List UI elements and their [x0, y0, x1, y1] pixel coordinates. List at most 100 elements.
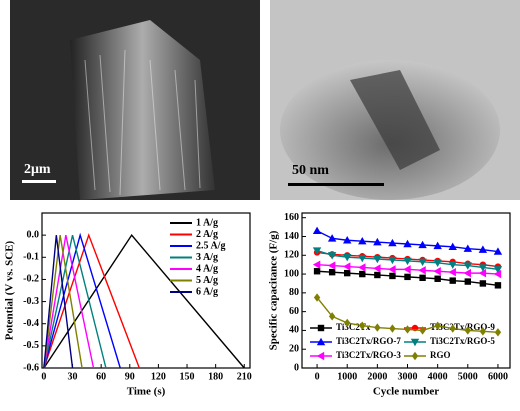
- marker: [419, 274, 426, 282]
- marker: [373, 255, 382, 264]
- legend-label: 2.5 A/g: [196, 240, 225, 251]
- legend-label: 3 A/g: [196, 252, 218, 263]
- marker: [389, 324, 396, 333]
- marker: [327, 252, 337, 260]
- legend-label: Ti3C2Tx: [336, 322, 371, 332]
- x-tick-label: 4000: [428, 371, 448, 382]
- marker: [344, 318, 351, 328]
- marker: [411, 351, 419, 361]
- series-line: [43, 234, 107, 369]
- y-tick-label: -0.3: [23, 296, 39, 307]
- marker: [418, 258, 427, 267]
- x-tick-label: 0: [315, 371, 320, 382]
- y-tick-label: 20: [289, 344, 299, 355]
- marker: [419, 326, 426, 335]
- marker: [418, 266, 426, 275]
- marker: [494, 282, 502, 289]
- series-line: [43, 233, 140, 369]
- legend-label: Ti3C2Tx/RGO-3: [336, 350, 401, 360]
- legend-label: 1 A/g: [196, 217, 218, 228]
- marker: [327, 234, 337, 242]
- tem-image: 50 nm: [270, 0, 520, 200]
- marker: [327, 261, 336, 270]
- y-tick-label: 0: [294, 362, 299, 373]
- x-tick-label: 5000: [458, 371, 478, 382]
- legend-label: Ti3C2Tx/RGO-5: [430, 336, 495, 346]
- x-axis-label: Cycle number: [373, 386, 439, 398]
- marker: [463, 268, 471, 278]
- scale-bar-label: 50 nm: [292, 163, 329, 178]
- x-axis-label: Time (s): [127, 386, 166, 398]
- marker: [493, 269, 502, 279]
- marker: [434, 321, 441, 330]
- marker: [316, 351, 325, 361]
- marker: [388, 238, 397, 247]
- marker: [359, 270, 366, 278]
- x-tick-label: 3000: [398, 371, 418, 382]
- legend-label: 4 A/g: [196, 263, 218, 274]
- y-tick-label: 40: [289, 325, 299, 336]
- legend-label: Ti3C2Tx/RGO-7: [336, 336, 401, 346]
- y-axis-label: Specific capacitance (F/g): [268, 230, 280, 350]
- marker: [463, 262, 472, 270]
- x-tick-label: 30: [68, 371, 78, 382]
- marker: [448, 242, 457, 251]
- marker: [493, 247, 503, 255]
- y-axis-label: Potential (V vs. SCE): [4, 240, 16, 340]
- x-tick-label: 150: [180, 371, 195, 382]
- marker: [410, 338, 420, 347]
- marker: [343, 262, 351, 271]
- marker: [343, 236, 352, 244]
- x-tick-label: 1000: [337, 371, 357, 382]
- marker: [316, 337, 326, 346]
- marker: [374, 323, 381, 332]
- y-tick-label: -0.6: [23, 362, 39, 373]
- y-tick-label: 100: [284, 268, 299, 279]
- y-tick-label: -0.5: [23, 340, 39, 351]
- marker: [328, 268, 336, 276]
- marker: [358, 254, 367, 263]
- plot-frame: [301, 212, 511, 369]
- marker: [388, 256, 397, 265]
- y-tick-label: 60: [289, 306, 299, 317]
- plot-frame: [41, 212, 251, 369]
- marker: [404, 273, 411, 281]
- x-tick-label: 210: [237, 371, 252, 382]
- marker: [448, 261, 457, 269]
- marker: [464, 278, 471, 285]
- sem-image: 2μm: [10, 0, 260, 200]
- legend-label: 5 A/g: [196, 275, 218, 286]
- marker: [313, 268, 321, 275]
- y-tick-label: 0.0: [27, 229, 40, 240]
- x-tick-label: 90: [125, 371, 135, 382]
- marker: [312, 260, 321, 269]
- legend-label: 6 A/g: [196, 286, 218, 297]
- x-tick-label: 180: [208, 371, 223, 382]
- marker: [358, 263, 366, 272]
- legend-label: 2 A/g: [196, 229, 218, 240]
- y-tick-label: 140: [284, 231, 299, 242]
- marker: [403, 257, 412, 266]
- x-tick-label: 60: [96, 371, 106, 382]
- marker: [373, 237, 382, 246]
- marker: [433, 259, 442, 267]
- y-tick-label: 160: [284, 212, 299, 223]
- y-tick-label: -0.4: [23, 318, 39, 329]
- scale-bar-label: 2μm: [24, 162, 51, 177]
- marker: [434, 275, 441, 282]
- marker: [373, 264, 381, 273]
- marker: [313, 293, 321, 302]
- marker: [374, 271, 381, 279]
- marker: [317, 324, 325, 332]
- series-line: [43, 232, 121, 369]
- series-line: [43, 235, 74, 369]
- series-line: [43, 235, 95, 369]
- marker: [463, 244, 472, 252]
- marker: [389, 272, 396, 280]
- series-line: [43, 235, 83, 369]
- legend-label: RGO: [430, 350, 451, 360]
- x-tick-label: 0: [41, 371, 46, 382]
- marker: [493, 266, 503, 274]
